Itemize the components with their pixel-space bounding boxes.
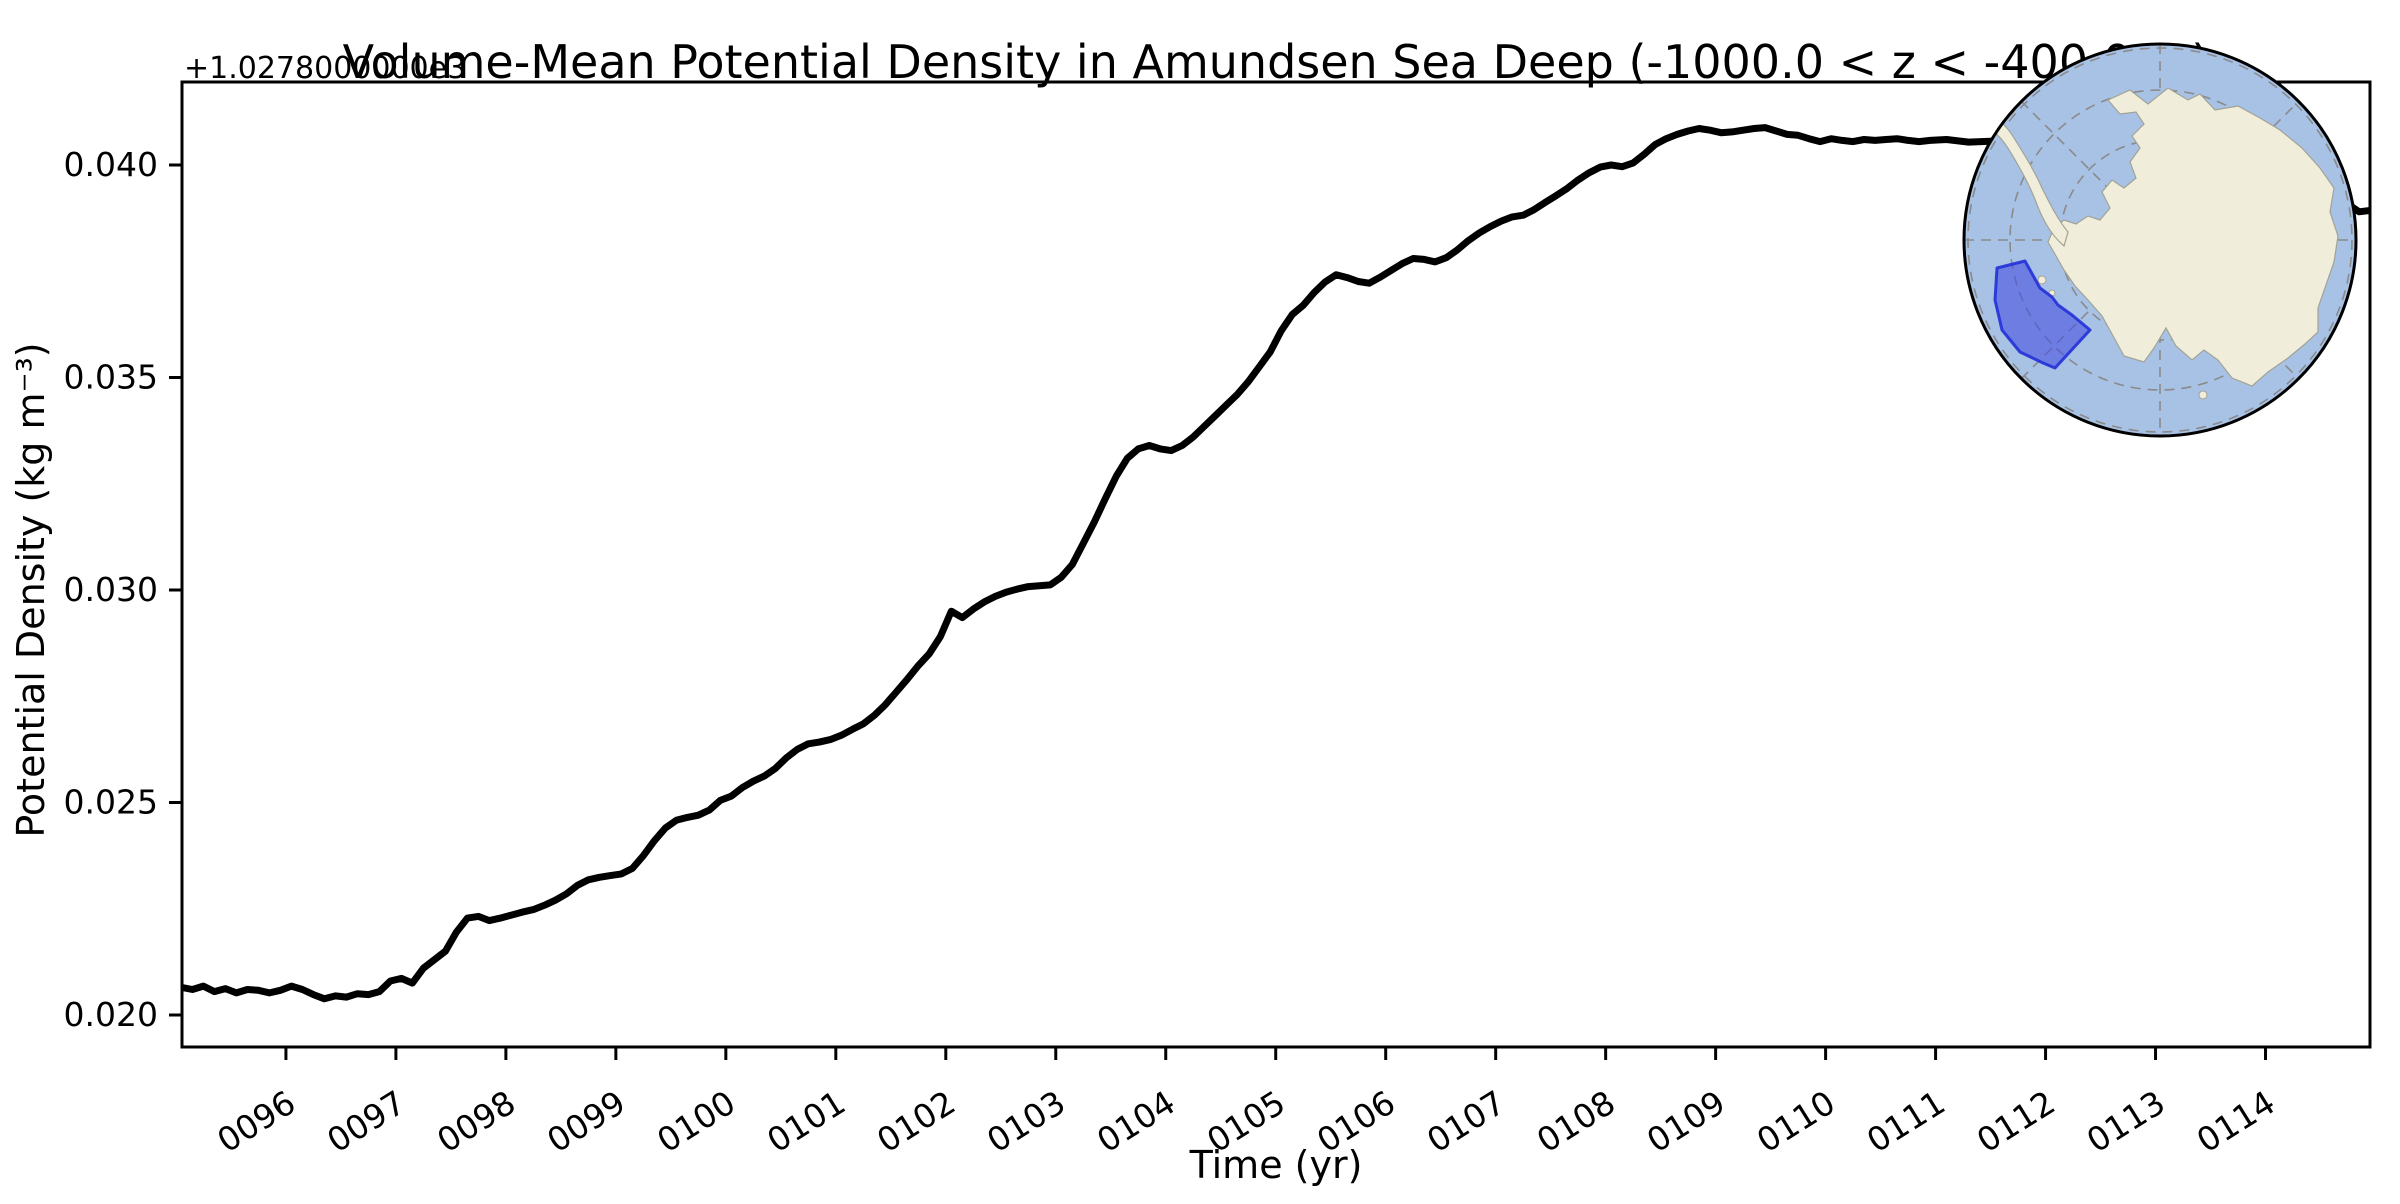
- globe-outline: [1962, 42, 2358, 438]
- x-tick-label: 0113: [2080, 1083, 2172, 1161]
- x-tick-label: 0101: [760, 1083, 852, 1161]
- y-tick-label: 0.020: [64, 995, 158, 1034]
- antarctica-inset-map: [1962, 42, 2358, 438]
- x-tick-label: 0100: [650, 1083, 742, 1161]
- y-tick-label: 0.035: [64, 358, 158, 397]
- x-tick-label: 0108: [1530, 1083, 1622, 1161]
- x-tick-label: 0098: [430, 1083, 522, 1161]
- x-tick-label: 0111: [1860, 1083, 1952, 1161]
- y-tick-label: 0.025: [64, 782, 158, 821]
- x-tick-label: 0102: [870, 1083, 962, 1161]
- y-axis-offset-text: +1.0278000000e3: [184, 51, 466, 86]
- x-axis-label: Time (yr): [1189, 1143, 1363, 1187]
- x-tick-label: 0110: [1750, 1083, 1842, 1161]
- x-tick-label: 0109: [1640, 1083, 1732, 1161]
- x-tick-label: 0099: [540, 1083, 632, 1161]
- y-axis-ticks: 0.020 0.025 0.030 0.035 0.040: [64, 145, 182, 1034]
- y-axis-label: Potential Density (kg m⁻³): [9, 342, 53, 837]
- x-tick-label: 0114: [2190, 1083, 2282, 1161]
- x-tick-label: 0104: [1090, 1083, 1182, 1161]
- amundsen-region-highlight: [1993, 259, 2092, 370]
- x-tick-label: 0112: [1970, 1083, 2062, 1161]
- chart-title: Volume-Mean Potential Density in Amundse…: [343, 35, 2210, 89]
- y-tick-label: 0.040: [64, 145, 158, 184]
- x-tick-label: 0097: [320, 1083, 412, 1161]
- potential-density-line: [182, 124, 2370, 1003]
- antarctica-landmass: [2047, 87, 2339, 387]
- x-tick-label: 0103: [980, 1083, 1072, 1161]
- y-tick-label: 0.030: [64, 570, 158, 609]
- x-tick-label: 0107: [1420, 1083, 1512, 1161]
- x-tick-label: 0096: [210, 1083, 302, 1161]
